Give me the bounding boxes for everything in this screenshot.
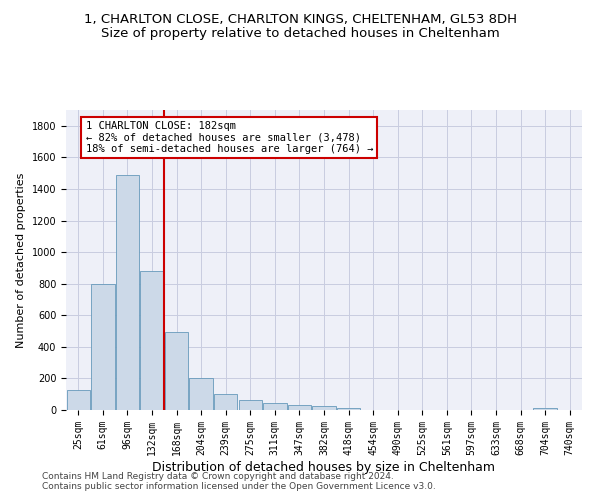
Text: Contains public sector information licensed under the Open Government Licence v3: Contains public sector information licen… — [42, 482, 436, 491]
Bar — [91, 284, 115, 410]
Text: 1, CHARLTON CLOSE, CHARLTON KINGS, CHELTENHAM, GL53 8DH: 1, CHARLTON CLOSE, CHARLTON KINGS, CHELT… — [83, 12, 517, 26]
X-axis label: Distribution of detached houses by size in Cheltenham: Distribution of detached houses by size … — [152, 460, 496, 473]
Bar — [116, 174, 139, 410]
Bar — [239, 400, 262, 410]
Bar — [165, 332, 188, 410]
Bar — [214, 394, 238, 410]
Bar — [288, 405, 311, 410]
Bar — [190, 378, 213, 410]
Y-axis label: Number of detached properties: Number of detached properties — [16, 172, 26, 348]
Bar — [533, 408, 557, 410]
Text: Contains HM Land Registry data © Crown copyright and database right 2024.: Contains HM Land Registry data © Crown c… — [42, 472, 394, 481]
Bar — [313, 406, 335, 410]
Bar — [263, 403, 287, 410]
Bar — [337, 408, 360, 410]
Text: Size of property relative to detached houses in Cheltenham: Size of property relative to detached ho… — [101, 28, 499, 40]
Text: 1 CHARLTON CLOSE: 182sqm
← 82% of detached houses are smaller (3,478)
18% of sem: 1 CHARLTON CLOSE: 182sqm ← 82% of detach… — [86, 121, 373, 154]
Bar — [140, 271, 164, 410]
Bar — [67, 390, 90, 410]
